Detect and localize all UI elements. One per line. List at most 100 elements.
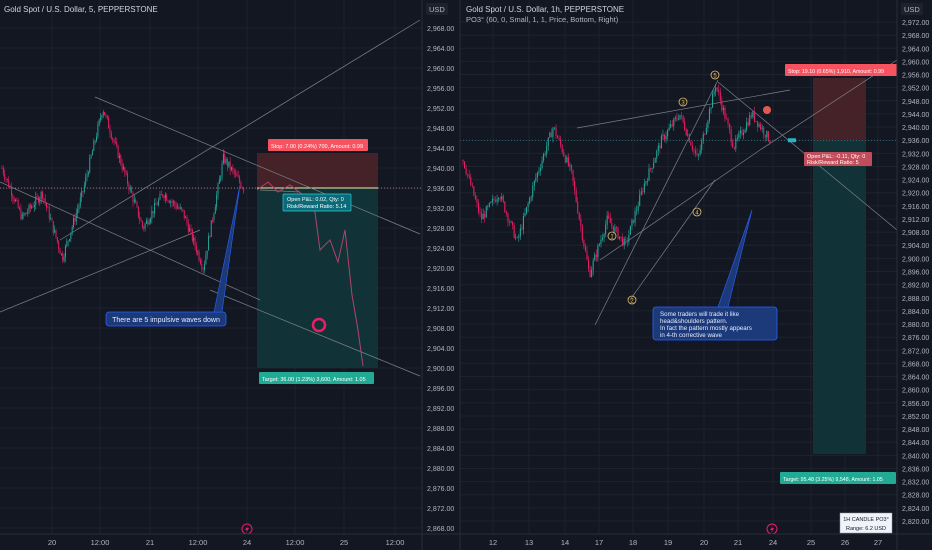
right-candle-body <box>496 199 498 202</box>
right-candle-body <box>539 168 542 171</box>
wave-label-circle <box>692 207 702 217</box>
right-candle-body <box>498 198 500 200</box>
left-candle-body <box>210 220 212 237</box>
left-stop-zone[interactable] <box>257 153 378 188</box>
left-target-zone[interactable] <box>257 188 378 368</box>
right-trendline-top[interactable] <box>576 89 791 129</box>
left-trendline-fan[interactable] <box>0 181 261 301</box>
right-trendline-wave[interactable] <box>594 79 719 326</box>
left-candle-body <box>145 220 147 224</box>
wave-label: 1 <box>610 235 614 241</box>
right-candle-body <box>482 213 484 220</box>
right-candle-body <box>716 87 718 90</box>
left-trendline-rise[interactable] <box>59 19 421 241</box>
left-candle-body <box>209 236 211 237</box>
right-candle-body <box>487 206 489 208</box>
y-tick-label: 2,912.00 <box>427 306 454 313</box>
left-open-pl-box[interactable] <box>282 193 352 212</box>
wave-label-circle <box>607 231 617 241</box>
position-zones[interactable] <box>257 77 866 455</box>
right-candle-body <box>510 221 512 223</box>
right-candle-body <box>677 119 679 120</box>
trend-lines[interactable] <box>0 19 898 377</box>
right-candle-body <box>462 159 464 162</box>
currency-badge[interactable] <box>426 3 448 15</box>
left-candle-body <box>96 136 97 141</box>
y-tick-label: 2,968.00 <box>902 33 929 40</box>
right-candle-body <box>544 153 546 155</box>
x-tick-label: 13 <box>525 538 533 547</box>
right-candle-body <box>755 120 757 122</box>
right-note-box[interactable] <box>652 306 778 341</box>
currency-badge[interactable] <box>901 3 923 15</box>
right-candle-body <box>471 185 473 187</box>
left-candle-body <box>151 210 153 219</box>
left-candle-body <box>35 196 37 205</box>
left-candle-body <box>63 257 65 261</box>
indicator-label: PO3° (60, 0, Small, 1, 1, Price, Bottom,… <box>466 15 619 24</box>
y-tick-label: 2,828.00 <box>902 493 929 500</box>
left-candle-body <box>25 213 27 214</box>
left-trendline-lower[interactable] <box>0 229 201 313</box>
y-tick-label: 2,916.00 <box>427 286 454 293</box>
right-candle-body <box>670 124 672 128</box>
right-candle-body <box>533 180 535 187</box>
right-price-axis-bg <box>897 0 932 550</box>
wave-label-circle <box>710 70 720 80</box>
right-candle-body <box>564 156 566 163</box>
right-candle-body <box>766 131 768 138</box>
right-stop-label-bg[interactable] <box>785 64 897 76</box>
right-open-pl-box[interactable] <box>804 152 872 166</box>
left-candle-body <box>23 214 25 216</box>
right-note-line: In fact the pattern mostly appears <box>660 325 752 332</box>
y-tick-label: 2,892.00 <box>427 406 454 413</box>
left-stop-label-bg[interactable] <box>268 139 368 151</box>
left-candle-body <box>198 251 200 261</box>
left-candle-body <box>239 177 241 183</box>
left-candle-body <box>148 222 150 225</box>
overlay-annotations[interactable]: Stop: 7.00 (0.24%) 700, Amount: 0.99 Targ… <box>105 64 932 535</box>
po3-box[interactable] <box>839 512 893 534</box>
right-stop-zone[interactable] <box>813 77 866 141</box>
left-candle-body <box>144 223 146 229</box>
left-trendline-upper[interactable] <box>94 96 421 235</box>
left-candle-body <box>20 208 22 219</box>
right-candle-body <box>560 139 562 146</box>
y-tick-label: 2,872.00 <box>902 348 929 355</box>
left-note-box[interactable] <box>105 311 227 327</box>
right-target-label-bg[interactable] <box>780 472 896 484</box>
right-candle-body <box>491 199 493 202</box>
right-neckline[interactable] <box>599 149 761 261</box>
x-tick-label: 27 <box>874 538 882 547</box>
right-candle-body <box>484 213 486 218</box>
right-candle-body <box>614 227 616 232</box>
y-tick-label: 2,824.00 <box>902 506 929 513</box>
wave-b-marker <box>763 106 771 114</box>
right-candle-body <box>502 196 504 202</box>
y-tick-label: 2,856.00 <box>902 401 929 408</box>
left-candle-body <box>48 207 50 219</box>
left-candle-body <box>47 207 49 208</box>
right-target-zone[interactable] <box>813 140 866 455</box>
left-candle-body <box>64 245 66 258</box>
right-candle-body <box>490 201 492 203</box>
left-trendline-down[interactable] <box>209 289 421 377</box>
right-candle-body <box>753 111 755 121</box>
wave-label-circle <box>678 97 688 107</box>
left-candle-body <box>135 199 137 203</box>
right-candle-body <box>688 134 690 143</box>
left-candle-body <box>90 155 92 158</box>
left-candle-body <box>189 228 191 232</box>
right-candle-body <box>536 172 538 178</box>
left-candle-body <box>187 223 189 232</box>
y-tick-label: 2,836.00 <box>902 466 929 473</box>
left-candle-body <box>170 201 172 203</box>
right-candle-body <box>479 212 481 214</box>
left-candle-body <box>75 213 77 222</box>
left-target-label-bg[interactable] <box>259 372 374 384</box>
x-tick-label: 20 <box>48 538 56 547</box>
left-candle-body <box>81 191 83 198</box>
right-candle-body <box>603 234 605 238</box>
right-channel[interactable] <box>629 179 716 301</box>
